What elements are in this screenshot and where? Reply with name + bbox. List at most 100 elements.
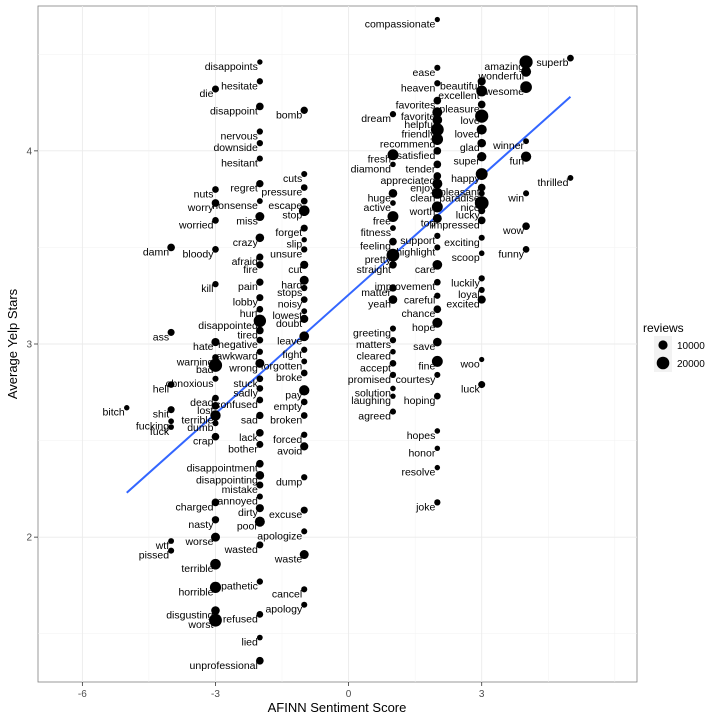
point-label: crazy	[233, 237, 259, 249]
data-point	[431, 187, 443, 199]
x-tick-label: -3	[211, 689, 220, 700]
point-label: highlight	[396, 246, 435, 258]
data-point	[301, 358, 308, 365]
data-point	[478, 234, 485, 241]
data-point	[256, 253, 264, 261]
point-label: disappoints	[205, 61, 258, 73]
point-label: dream	[361, 113, 391, 125]
data-point	[300, 184, 308, 191]
grid-lines	[38, 6, 637, 682]
point-label: bloody	[183, 248, 215, 260]
data-point	[255, 358, 265, 368]
data-point	[434, 64, 441, 71]
data-point	[167, 328, 175, 336]
data-point	[434, 428, 441, 434]
point-label: worried	[178, 219, 214, 231]
data-point	[301, 284, 308, 292]
data-point	[210, 558, 221, 570]
data-point	[431, 355, 443, 367]
data-point	[386, 248, 400, 262]
data-point	[300, 260, 309, 269]
point-label: mistake	[222, 484, 258, 496]
data-point	[168, 424, 174, 430]
data-point	[299, 550, 309, 560]
data-point	[301, 474, 308, 481]
data-point	[167, 381, 175, 388]
data-point	[256, 155, 263, 162]
data-point	[211, 199, 220, 207]
data-point	[433, 305, 442, 314]
point-label: worst	[187, 619, 213, 631]
legend-label-20000: 20000	[677, 359, 705, 370]
point-label: free	[373, 216, 391, 228]
data-point	[253, 314, 267, 328]
data-point	[301, 246, 308, 253]
point-label: unsure	[270, 248, 302, 260]
data-point	[256, 375, 264, 383]
data-point	[432, 115, 443, 125]
data-point	[256, 102, 264, 111]
x-tick-label: 0	[346, 689, 352, 700]
data-point	[301, 346, 308, 353]
point-label: sadly	[233, 387, 258, 399]
data-point	[520, 151, 532, 162]
point-label: fire	[243, 264, 258, 276]
data-point	[301, 308, 308, 315]
data-point	[300, 398, 308, 406]
point-label: ass	[153, 331, 169, 343]
data-point	[256, 429, 264, 437]
data-point	[212, 394, 219, 402]
point-label: luck	[461, 384, 480, 396]
data-point	[434, 292, 441, 299]
legend-key-20000	[656, 356, 670, 370]
data-point	[301, 528, 308, 535]
data-point	[478, 286, 485, 293]
data-point	[433, 278, 441, 286]
point-label: forgotten	[261, 360, 303, 372]
point-label: annoyed	[218, 496, 258, 508]
point-label: hope	[412, 322, 436, 334]
point-label: terrible	[181, 563, 213, 575]
data-point	[522, 222, 530, 231]
data-point	[212, 217, 219, 224]
data-point	[390, 385, 396, 392]
data-point	[478, 190, 485, 197]
data-point	[256, 128, 263, 135]
data-point	[300, 369, 308, 377]
y-axis-title: Average Yelp Stars	[5, 288, 20, 399]
point-label: lowest	[272, 310, 302, 322]
data-point	[256, 396, 264, 404]
point-label: fight	[282, 349, 302, 361]
point-label: thrilled	[538, 177, 569, 189]
point-label: disappointing	[196, 474, 258, 486]
point-label: joke	[415, 501, 435, 513]
data-point	[256, 411, 264, 420]
point-label: nasty	[188, 519, 214, 531]
point-label: dump	[276, 476, 302, 488]
data-point	[478, 250, 485, 257]
data-point	[255, 471, 265, 480]
data-point	[390, 348, 396, 355]
data-point	[389, 325, 397, 332]
point-label: diamond	[351, 163, 391, 175]
point-label: pissed	[139, 550, 170, 562]
point-label: bother	[228, 443, 258, 455]
point-label: lied	[241, 637, 258, 649]
point-label: wonderful	[478, 71, 525, 83]
data-point	[212, 375, 219, 382]
data-point	[477, 151, 487, 162]
data-point	[432, 107, 443, 118]
data-point	[256, 578, 263, 585]
point-label: warning	[176, 357, 214, 369]
point-label: fun	[509, 156, 524, 168]
legend-key-10000	[658, 340, 668, 350]
data-point	[389, 111, 397, 118]
point-label: lobby	[233, 297, 259, 309]
point-label: funny	[498, 248, 524, 260]
data-point	[433, 392, 441, 400]
data-point	[567, 54, 574, 62]
data-point	[211, 516, 220, 524]
point-label: doubt	[276, 318, 302, 330]
x-tick-label: -6	[78, 689, 87, 700]
